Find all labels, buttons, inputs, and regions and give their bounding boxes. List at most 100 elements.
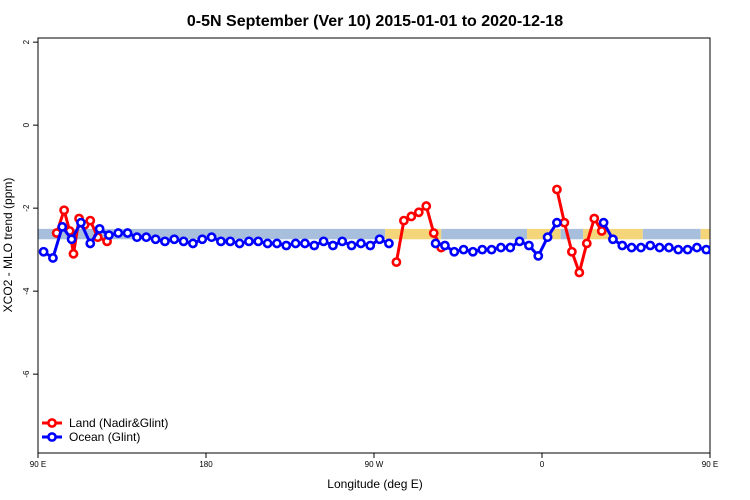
background-band-2 [441,228,528,240]
series-0-point-2-5 [589,213,600,224]
series-1-point-2-8 [673,244,684,255]
background-band-8 [744,229,750,239]
series-1-point-0-7 [104,230,114,241]
series-0-point-0-6 [85,215,96,226]
series-1-point-1-10 [524,240,534,251]
series-0-point-0-3 [68,248,79,259]
x-tick-label-4: 90 E [702,460,718,469]
series-1-point-1-12 [542,232,553,243]
series-1-point-1-9 [514,236,525,247]
series-1-point-1-3 [458,244,469,255]
series-1-point-0-20 [225,236,236,247]
series-1-point-2-2 [617,240,628,251]
series-0-point-3-1 [738,227,745,234]
series-1-point-0-32 [337,236,348,247]
series-1-point-0-22 [244,236,254,247]
series-0-point-1-2 [406,211,417,222]
series-1-point-2-1 [608,234,618,245]
series-1-point-2-11 [701,244,710,255]
series-1-point-2-6 [654,242,665,253]
series-1 [38,217,738,263]
series-1-point-2-12 [712,254,719,261]
x-tick-label-3: 0 [540,460,545,469]
series-1-point-2-7 [664,242,674,253]
y-tick-label-3: -4 [22,287,31,295]
series-0-line-3 [736,210,750,254]
series-1-point-0-12 [150,234,161,245]
series-0-point-1-0 [391,257,402,267]
series-1-point-1-2 [449,246,460,257]
series-0-point-0-1 [59,205,70,216]
background-band-7 [700,228,710,240]
series-1-point-1-11 [533,250,544,261]
series-1-point-2-13 [721,223,728,230]
series-0-point-2-6 [596,226,607,236]
x-tick-label-2: 90 W [365,460,384,469]
series-1-point-0-28 [300,238,310,249]
legend-marker-1 [47,432,57,442]
y-tick-label-1: 0 [22,122,31,127]
series-1-point-1-4 [468,246,478,257]
series-1-point-1-0 [430,238,441,249]
series-0-point-2-4 [581,238,592,249]
series-1-point-1-5 [477,244,488,255]
series-0-point-1-5 [428,228,439,238]
series-1-point-0-36 [374,234,385,245]
series-0-point-1-4 [421,201,432,211]
series-1-point-0-37 [384,238,394,249]
legend-marker-0 [47,418,57,428]
series-1-point-0-8 [113,228,124,238]
series-1-point-0-33 [346,240,357,251]
x-tick-label-1: 180 [199,460,213,469]
series-0-point-2-3 [574,267,585,278]
series-1-point-1-8 [505,242,516,253]
series-1-point-3-0 [731,223,738,230]
background-band-6 [642,228,701,240]
y-tick-label-2: -2 [22,204,31,212]
series-1-point-2-3 [626,242,637,253]
series-1-point-0-26 [281,240,292,251]
series-1-point-0-31 [328,240,338,251]
legend-label-1: Ocean (Glint) [69,430,140,444]
series-1-point-0-9 [122,228,133,238]
series-1-point-0-4 [76,217,86,228]
series-1-point-0-25 [272,238,282,249]
series-0-point-1-1 [398,215,409,226]
series-1-point-0-34 [356,238,366,249]
series-1-point-0-2 [57,221,68,232]
series-1-point-0-14 [169,234,180,245]
series-1-point-1-7 [496,242,506,253]
y-tick-label-0: 2 [22,39,31,44]
series-0-point-3-0 [733,207,740,214]
series-0-point-2-0 [552,184,562,195]
series-1-point-1-13 [552,217,562,228]
background-band-5 [583,228,643,240]
series-1-point-0-35 [365,240,376,251]
plot-area: 90 E 180 90 W 0 90 E 2 0 -2 -4 -6 [22,37,750,469]
chart-title: 0-5N September (Ver 10) 2015-01-01 to 20… [187,13,563,30]
legend-label-0: Land (Nadir&Glint) [69,416,168,430]
series-1-point-0-6 [94,223,105,234]
series-1-point-0-0 [38,246,49,257]
series-1-point-0-24 [262,238,273,249]
series-0-point-2-1 [559,217,570,228]
series-1-point-0-13 [160,236,170,247]
series-1-point-2-4 [636,242,646,253]
x-axis-label: Longitude (deg E) [327,477,422,491]
series-1-point-1-1 [440,240,450,251]
legend: Land (Nadir&Glint)Ocean (Glint) [42,416,168,444]
series-1-point-0-17 [197,234,208,245]
series-1-point-0-30 [318,236,329,247]
series-1-point-0-21 [234,238,245,249]
series-1-point-0-5 [85,238,96,249]
series-1-point-2-0 [598,217,609,228]
series-1-point-0-1 [48,253,58,263]
series-1-point-0-27 [290,238,301,249]
series-1-point-0-15 [178,236,189,247]
series-1-point-0-3 [66,234,77,245]
series-1-point-0-19 [216,236,226,247]
series-0 [51,184,750,278]
series-1-point-2-10 [692,242,702,253]
series-1-point-2-9 [682,244,693,255]
